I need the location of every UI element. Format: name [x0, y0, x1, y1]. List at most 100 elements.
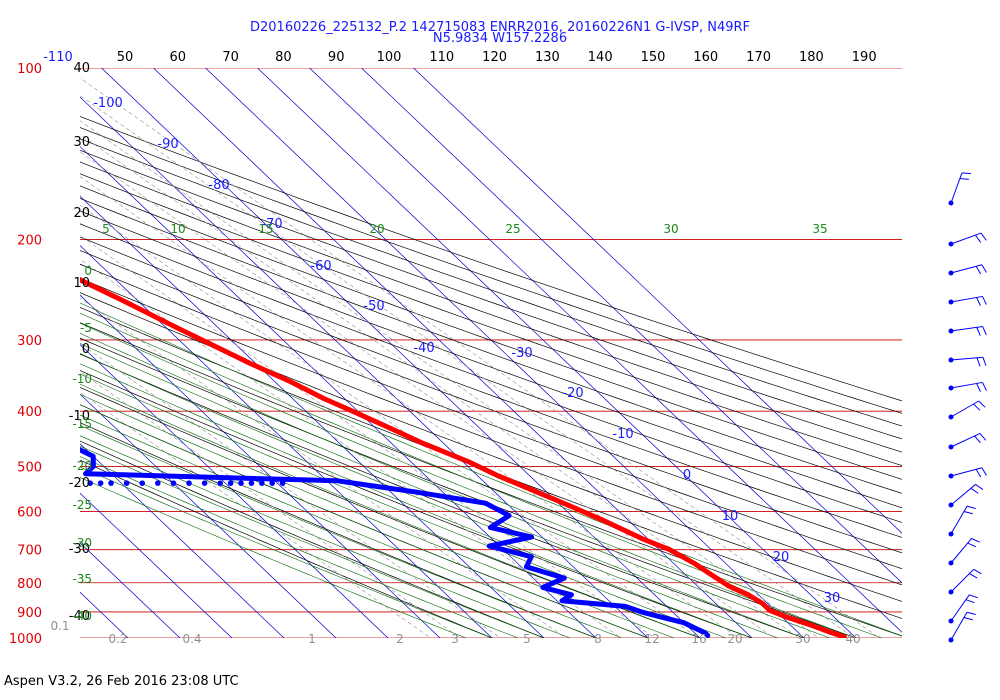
dewpoint-point — [123, 480, 130, 486]
isotherm-line — [80, 492, 233, 638]
wind-barb-feather — [966, 505, 976, 510]
mixing-ratio-line — [80, 134, 800, 638]
wind-barb-feather — [975, 484, 984, 490]
adiabat-tick-label: -40 — [72, 609, 92, 623]
moist-adiabat-line — [80, 445, 545, 638]
wind-barb-feather — [982, 296, 987, 305]
wind-barb — [948, 232, 987, 247]
moist-adiabat-line — [80, 414, 623, 638]
temperature-tick-label: -30 — [511, 346, 532, 361]
isotherm-line — [413, 68, 902, 534]
wind-barb-feather — [959, 178, 969, 180]
moist-adiabat-line — [80, 312, 883, 638]
dewpoint-point — [87, 480, 94, 486]
dewpoint-point — [269, 480, 276, 486]
temperature-tick-label: -60 — [310, 259, 331, 274]
dewpoint-point — [259, 480, 265, 486]
moist-adiabat-line — [80, 363, 753, 638]
moist-adiabat-line — [80, 353, 779, 638]
temperature-tick-label: -50 — [363, 299, 384, 314]
wind-barb — [948, 538, 980, 566]
top-tick-label: 160 — [693, 50, 718, 65]
temperature-tick-label: -70 — [261, 217, 282, 232]
wind-barb-shaft — [950, 232, 982, 245]
dry-adiabat-line — [80, 127, 902, 414]
wind-barb-feather — [976, 383, 981, 392]
mixing-ratio-tick-label: 2 — [396, 632, 404, 646]
isotherm-line — [80, 393, 337, 638]
moist-adiabat-line — [80, 394, 675, 638]
top-tick-label: 130 — [535, 50, 560, 65]
isotherm-line — [309, 68, 902, 633]
pressure-tick-label: 500 — [17, 460, 42, 475]
wind-barb-shaft — [950, 433, 981, 448]
wind-barb-shaft — [950, 612, 968, 641]
dewpoint-point — [248, 480, 255, 486]
dry-adiabat-line — [80, 307, 902, 619]
axis-labels: 1002003004005006007008009001000403020100… — [9, 50, 877, 647]
wind-barb — [948, 264, 987, 276]
wind-barb-feather — [982, 357, 987, 366]
height-tick-label: -30 — [69, 542, 90, 557]
dry-adiabat-line — [80, 386, 701, 638]
wind-barb-shaft — [950, 506, 968, 535]
moist-adiabat-line — [80, 477, 467, 638]
mixing-ratio-tick-label: 0.4 — [182, 632, 201, 646]
isotherm-line — [80, 96, 649, 638]
moist-adiabat-line — [80, 343, 805, 638]
wind-barb-feather — [980, 232, 987, 241]
wind-barb-shaft — [950, 356, 983, 361]
wind-barb-feather — [973, 568, 982, 575]
top-tick-label: 50 — [117, 50, 134, 65]
theta-e-tick-label: 15 — [258, 222, 273, 236]
mixing-ratio-line — [80, 204, 699, 638]
dry-adiabat-line — [80, 173, 902, 466]
mixing-ratio-tick-label: 16 — [691, 632, 706, 646]
wind-barb — [948, 295, 987, 306]
adiabat-tick-label: -20 — [72, 459, 92, 473]
top-tick-label: 80 — [275, 50, 292, 65]
dewpoint-point — [217, 480, 224, 486]
moist-adiabat-line — [80, 404, 649, 638]
wind-barb-feather — [975, 234, 982, 243]
moist-adiabat-line — [80, 435, 571, 638]
mixing-ratio-line — [80, 297, 567, 638]
top-tick-label: 120 — [482, 50, 507, 65]
pressure-tick-label: 800 — [17, 577, 42, 592]
dry-adiabat-line — [80, 138, 902, 427]
top-tick-label: 190 — [852, 50, 877, 65]
wind-barb-feather — [966, 611, 976, 616]
pressure-tick-label: 300 — [17, 334, 42, 349]
dewpoint-point — [227, 480, 234, 486]
temperature-tick-label: -100 — [93, 96, 123, 111]
wind-barb — [948, 172, 971, 206]
top-tick-label: -110 — [43, 50, 73, 65]
isotherm-line — [257, 68, 857, 638]
top-tick-label: 90 — [328, 50, 345, 65]
mixing-ratio-line — [80, 176, 740, 638]
dry-adiabat-line — [80, 250, 902, 554]
theta-e-tick-label: 10 — [170, 222, 185, 236]
wind-barb — [948, 467, 987, 479]
top-tick-label: 180 — [799, 50, 824, 65]
dry-adiabat-line — [80, 149, 902, 440]
wind-barb-feather — [971, 538, 980, 543]
wind-barb — [948, 433, 987, 450]
dry-adiabat-line — [80, 161, 902, 453]
wind-barb — [948, 400, 986, 420]
pressure-tick-label: 1000 — [9, 632, 42, 647]
adiabat-tick-label: -5 — [80, 321, 92, 335]
wind-barb-feather — [963, 616, 973, 621]
temperature-line — [80, 277, 847, 638]
wind-barb — [948, 611, 976, 643]
temperature-tick-label: 0 — [683, 468, 691, 483]
profile-series — [80, 277, 847, 638]
mixing-ratio-line — [80, 151, 775, 638]
wind-barb-shaft — [950, 538, 972, 564]
theta-e-tick-label: 35 — [812, 222, 827, 236]
chart-subtitle: N5.9834 W157.2286 — [433, 31, 567, 46]
wind-barb — [948, 568, 982, 595]
wind-barb — [948, 326, 987, 336]
isotherm-line — [80, 443, 285, 638]
